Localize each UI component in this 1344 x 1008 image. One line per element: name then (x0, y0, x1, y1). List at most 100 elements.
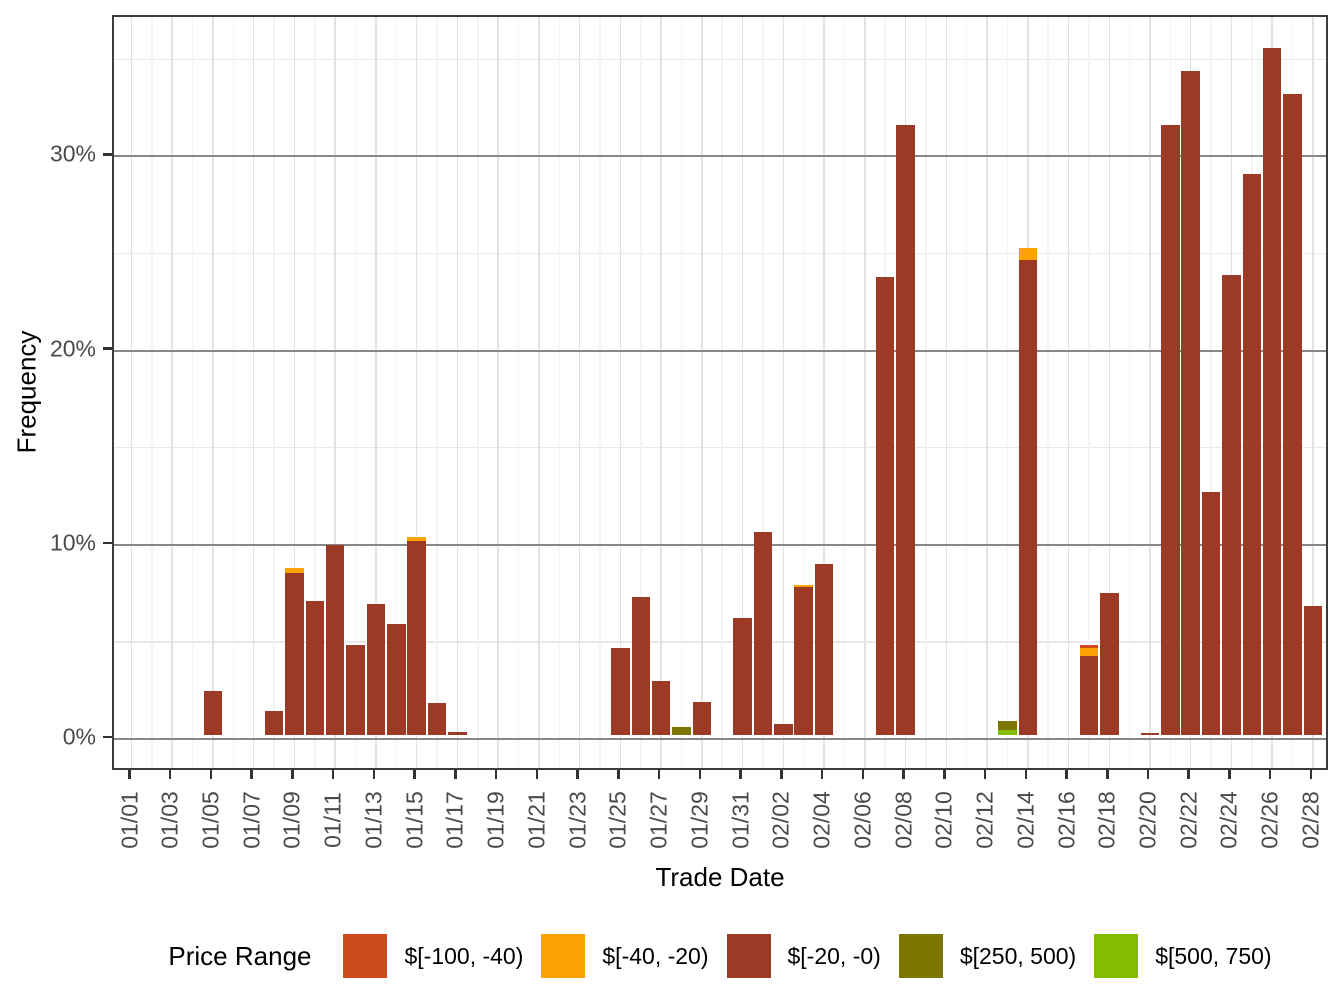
legend-item-label: $[500, 750) (1155, 942, 1272, 969)
h-minor-gridline (114, 641, 1326, 643)
x-tick (617, 770, 620, 779)
bar-segment-02-17 (1079, 644, 1099, 648)
legend-item: $[-40, -20) (541, 934, 709, 978)
v-minor-gridline (395, 17, 398, 768)
x-tick-label: 01/13 (360, 791, 387, 849)
v-major-gridline (741, 17, 744, 768)
h-major-gridline (114, 543, 1326, 546)
bar-segment-01-31 (733, 617, 752, 735)
x-tick (1309, 770, 1313, 779)
x-tick-label: 02/26 (1256, 791, 1283, 849)
bar-segment-02-13 (998, 721, 1017, 731)
y-tick-label: 0% (62, 723, 96, 750)
x-tick-label: 01/03 (156, 791, 183, 849)
bar-segment-02-24 (1222, 274, 1241, 735)
x-tick (983, 770, 987, 779)
bar-segment-02-13 (998, 730, 1017, 735)
legend-item: $[-100, -40) (343, 934, 523, 978)
v-major-gridline (456, 17, 459, 768)
v-major-gridline (864, 17, 866, 768)
h-major-gridline (114, 738, 1326, 740)
v-minor-gridline (1128, 17, 1131, 768)
x-tick (902, 770, 905, 779)
legend: Price Range $[-100, -40) $[-40, -20) $[-20… (112, 934, 1328, 978)
h-minor-gridline (114, 446, 1326, 449)
legend-item: $[500, 750) (1094, 934, 1272, 978)
v-minor-gridline (599, 17, 601, 768)
h-major-gridline (114, 349, 1326, 352)
x-tick (454, 770, 457, 779)
x-tick (739, 770, 742, 779)
bar-segment-01-25 (611, 647, 630, 735)
x-tick (1146, 770, 1150, 779)
v-minor-gridline (477, 17, 479, 768)
bar-segment-02-14 (1018, 260, 1038, 735)
x-tick-label: 02/28 (1297, 791, 1324, 849)
x-tick (1065, 770, 1068, 779)
y-tick-label: 30% (49, 140, 96, 167)
v-major-gridline (130, 17, 133, 768)
v-minor-gridline (802, 17, 805, 768)
bar-segment-02-20 (1140, 733, 1160, 735)
v-major-gridline (497, 17, 499, 768)
v-major-gridline (252, 17, 255, 768)
x-tick-label: 02/20 (1134, 791, 1161, 849)
legend-swatch (898, 934, 943, 978)
x-tick (943, 770, 946, 779)
bar-segment-01-17 (448, 732, 467, 735)
bar-segment-02-28 (1303, 605, 1323, 735)
bar-segment-01-26 (631, 597, 650, 735)
x-tick (168, 770, 172, 779)
h-minor-gridline (114, 58, 1326, 61)
y-tick (103, 153, 112, 156)
v-major-gridline (619, 17, 622, 768)
x-tick-label: 01/25 (604, 791, 631, 849)
v-major-gridline (538, 17, 540, 768)
bar-segment-01-16 (427, 702, 447, 735)
v-major-gridline (293, 17, 296, 768)
bar-segment-02-07 (875, 276, 895, 735)
x-tick-label: 01/31 (727, 791, 754, 849)
x-tick-label: 01/01 (116, 791, 142, 849)
bar-segment-01-08 (264, 710, 284, 735)
legend-items: $[-100, -40) $[-40, -20) $[-20, -0) $[250, … (325, 934, 1272, 978)
y-axis-title: Frequency (11, 330, 42, 454)
x-tick-label: 02/16 (1053, 791, 1080, 849)
x-tick-label: 01/09 (278, 791, 305, 849)
v-minor-gridline (436, 17, 438, 768)
bar-segment-01-15 (407, 536, 426, 541)
v-minor-gridline (517, 17, 520, 768)
x-tick (209, 770, 213, 779)
v-minor-gridline (273, 17, 275, 768)
v-major-gridline (415, 17, 418, 768)
bar-segment-01-09 (285, 568, 304, 573)
v-minor-gridline (151, 17, 153, 768)
x-tick (861, 770, 865, 779)
x-tick-label: 02/08 (890, 791, 917, 849)
x-tick-label: 02/22 (1175, 791, 1202, 849)
bar-segment-02-03 (794, 584, 813, 588)
x-tick-label: 01/17 (441, 791, 468, 849)
x-tick (291, 770, 294, 779)
v-major-gridline (660, 17, 662, 768)
x-tick (413, 770, 416, 779)
v-major-gridline (823, 17, 825, 768)
x-tick (1024, 770, 1028, 779)
x-tick-label: 01/27 (645, 791, 672, 849)
x-tick-label: 01/15 (401, 791, 428, 849)
v-minor-gridline (354, 17, 357, 768)
bar-segment-02-17 (1079, 656, 1099, 735)
bar-segment-01-15 (407, 540, 426, 735)
v-minor-gridline (680, 17, 683, 768)
v-major-gridline (375, 17, 377, 768)
x-tick-label: 01/11 (319, 792, 346, 848)
x-axis-title: Trade Date (655, 862, 785, 892)
bar-segment-02-18 (1100, 593, 1119, 735)
x-tick (576, 770, 579, 779)
v-minor-gridline (640, 17, 642, 768)
y-tick-label: 20% (49, 335, 96, 362)
legend-item: $[250, 500) (898, 934, 1076, 978)
legend-swatch (726, 934, 771, 978)
x-tick (331, 770, 335, 779)
y-tick (103, 735, 112, 739)
